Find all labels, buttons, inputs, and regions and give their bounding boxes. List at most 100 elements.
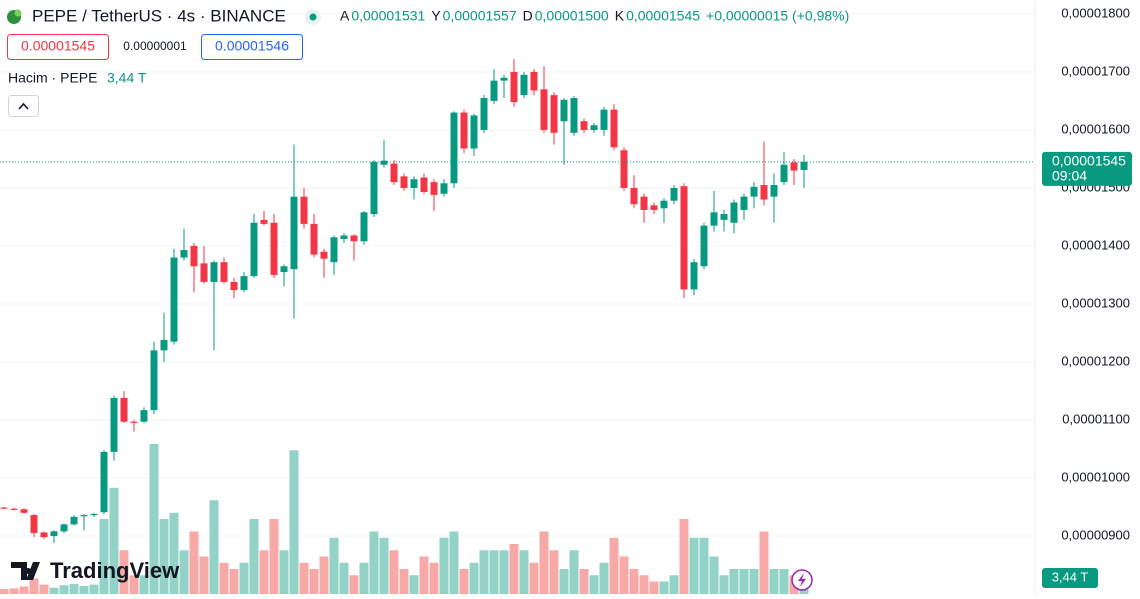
candle-body (500, 77, 508, 81)
candle-body (780, 164, 788, 183)
legend-change: +0,00000015 (+0,98%) (706, 8, 849, 24)
volume-bar (209, 500, 219, 594)
volume-bar (519, 550, 529, 594)
candle-body (400, 176, 408, 188)
volume-bar (299, 562, 309, 594)
volume-bar (539, 531, 549, 594)
volume-bar (419, 556, 429, 594)
volume-bar (99, 519, 109, 594)
volume-bar (359, 562, 369, 594)
candle-body (450, 112, 458, 184)
ohlc-legend: A 0,00001531 Y 0,00001557 D 0,00001500 K 0,0000… (340, 8, 849, 24)
candle-body (140, 410, 148, 422)
volume-bar (649, 581, 659, 594)
volume-bar (629, 569, 639, 594)
volume-bar (709, 556, 719, 594)
candle-body (620, 150, 628, 188)
volume-bar (119, 550, 129, 594)
candle-body (100, 451, 108, 513)
candle-body (50, 531, 58, 536)
volume-bar (779, 569, 789, 594)
volume-bar (499, 550, 509, 594)
candle-body (530, 71, 538, 91)
candle-body (290, 196, 298, 270)
candle-body (570, 98, 578, 133)
countdown: 09:04 (1052, 168, 1087, 184)
candle-body (70, 516, 78, 525)
candle-body (300, 196, 308, 224)
volume-bar (569, 550, 579, 594)
candle-body (750, 186, 758, 197)
candle-body (390, 163, 398, 183)
y-tick-label: 0,00001000 (1061, 469, 1130, 484)
brand-name: TradingView (50, 558, 180, 583)
candle-body (340, 235, 348, 239)
sell-button[interactable] (7, 34, 109, 60)
volume-bar (229, 569, 239, 594)
candle-body (720, 214, 728, 220)
y-tick-label: 0,00001300 (1061, 295, 1130, 310)
volume-bar (439, 537, 449, 594)
candle-body (20, 509, 28, 513)
volume-bar (579, 569, 589, 594)
brand-logo (11, 562, 40, 580)
volume-bar (289, 450, 299, 594)
y-tick-label: 0,00001700 (1061, 63, 1130, 78)
volume-bar (689, 537, 699, 594)
volume-bar (699, 537, 709, 594)
volume-bar (549, 550, 559, 594)
volume-bar (189, 531, 199, 594)
candle-body (40, 532, 48, 538)
volume-bar (589, 575, 599, 594)
candle-body (60, 524, 68, 532)
status-dot (309, 13, 317, 21)
candle-body (190, 245, 198, 267)
volume-bar (129, 575, 139, 594)
candle-body (490, 80, 498, 101)
candle-body (690, 262, 698, 290)
collapse-button[interactable] (8, 95, 39, 117)
volume-bar (769, 569, 779, 594)
volume-bar (139, 575, 149, 594)
candle-body (180, 250, 188, 258)
volume-bar (29, 578, 39, 594)
candle-body (510, 71, 518, 103)
volume-bar (379, 537, 389, 594)
volume-bar (109, 487, 119, 594)
candle-body (350, 235, 358, 242)
candle-body (220, 262, 228, 282)
legend-value: 0,00001500 (535, 8, 609, 24)
volume-bar (739, 569, 749, 594)
candle-body (150, 350, 158, 411)
candle-body (130, 421, 138, 423)
volume-bar (469, 562, 479, 594)
volume-bar (49, 587, 59, 594)
volume-bar (529, 562, 539, 594)
candle-body (380, 160, 388, 165)
y-tick-label: 0,00001200 (1061, 353, 1130, 368)
candle-body (560, 99, 568, 122)
volume-bar (79, 585, 89, 594)
volume-bar (159, 519, 169, 594)
buy-button[interactable] (201, 34, 303, 60)
candle-body (520, 74, 528, 96)
volume-bar (409, 575, 419, 594)
volume-bar (619, 556, 629, 594)
candle-body (230, 281, 238, 291)
volume-bar (339, 562, 349, 594)
volume-bar (259, 550, 269, 594)
volume-bar (199, 556, 209, 594)
volume-bar (399, 569, 409, 594)
candle-body (800, 161, 808, 170)
volume-bar (149, 444, 159, 594)
volume-bar (449, 531, 459, 594)
chart-title: PEPE / TetherUS · 4s · BINANCE (32, 6, 286, 25)
candle-body (210, 262, 218, 282)
volume-tag-label: 3,44 T (1052, 569, 1089, 584)
candle-body (670, 187, 678, 201)
candle-body (590, 125, 598, 130)
candle-body (270, 222, 278, 275)
volume-bar (679, 519, 689, 594)
sell-price: 0.00001545 (21, 38, 95, 54)
